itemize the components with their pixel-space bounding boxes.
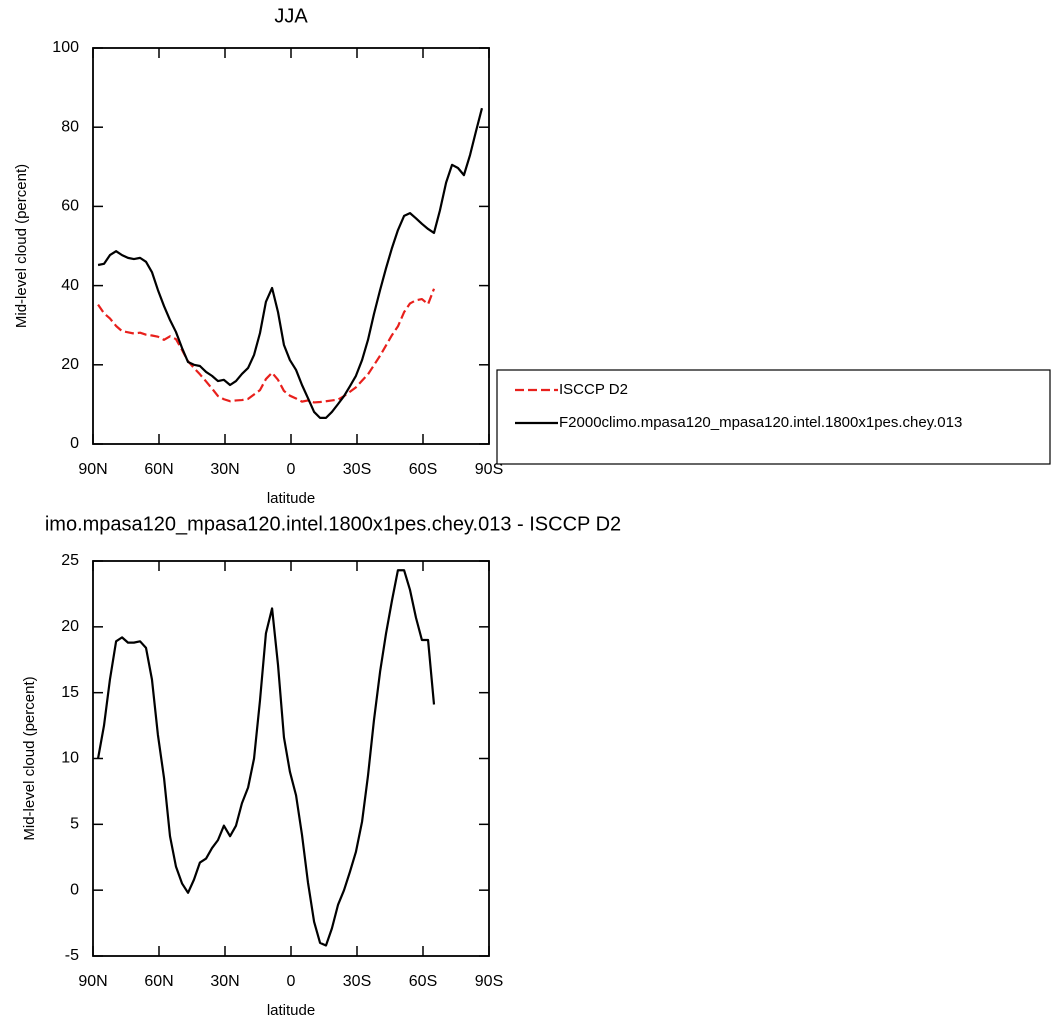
y-tick-label: 20 <box>61 618 79 635</box>
data-line <box>97 107 484 419</box>
x-tick-label: 30N <box>210 973 239 990</box>
x-tick-label: 60S <box>409 973 437 990</box>
y-tick-label: -5 <box>65 947 79 964</box>
plot-frame <box>92 47 490 445</box>
y-tick-label: 10 <box>61 750 79 767</box>
y-tick-label: 60 <box>61 198 79 215</box>
y-axis-label: Mid-level cloud (percent) <box>21 676 38 840</box>
x-axis-label: latitude <box>267 490 315 507</box>
chart-title: imo.mpasa120_mpasa120.intel.1800x1pes.ch… <box>45 513 621 535</box>
y-tick-label: 20 <box>61 356 79 373</box>
y-tick-label: 15 <box>61 684 79 701</box>
y-tick-label: 100 <box>52 39 79 56</box>
x-axis-label: latitude <box>267 1002 315 1019</box>
legend-label: F2000climo.mpasa120_mpasa120.intel.1800x… <box>559 414 962 431</box>
x-tick-label: 60N <box>144 973 173 990</box>
data-line <box>96 569 436 947</box>
x-tick-label: 90S <box>475 461 503 478</box>
y-tick-label: 5 <box>70 816 79 833</box>
x-tick-label: 90S <box>475 973 503 990</box>
legend-box <box>496 369 1051 465</box>
x-tick-label: 60S <box>409 461 437 478</box>
data-line <box>97 288 436 404</box>
x-tick-label: 0 <box>287 973 296 990</box>
y-tick-label: 25 <box>61 552 79 569</box>
chart-title: JJA <box>274 5 308 27</box>
y-tick-label: 0 <box>70 435 79 452</box>
plot-frame <box>92 560 490 957</box>
legend-label: ISCCP D2 <box>559 381 628 398</box>
y-tick-label: 80 <box>61 118 79 135</box>
x-tick-label: 30N <box>210 461 239 478</box>
y-tick-label: 0 <box>70 881 79 898</box>
y-tick-label: 40 <box>61 277 79 294</box>
y-axis-label: Mid-level cloud (percent) <box>13 164 30 328</box>
x-tick-label: 90N <box>78 973 107 990</box>
x-tick-label: 30S <box>343 973 371 990</box>
x-tick-label: 0 <box>287 461 296 478</box>
x-tick-label: 60N <box>144 461 173 478</box>
x-tick-label: 90N <box>78 461 107 478</box>
x-tick-label: 30S <box>343 461 371 478</box>
